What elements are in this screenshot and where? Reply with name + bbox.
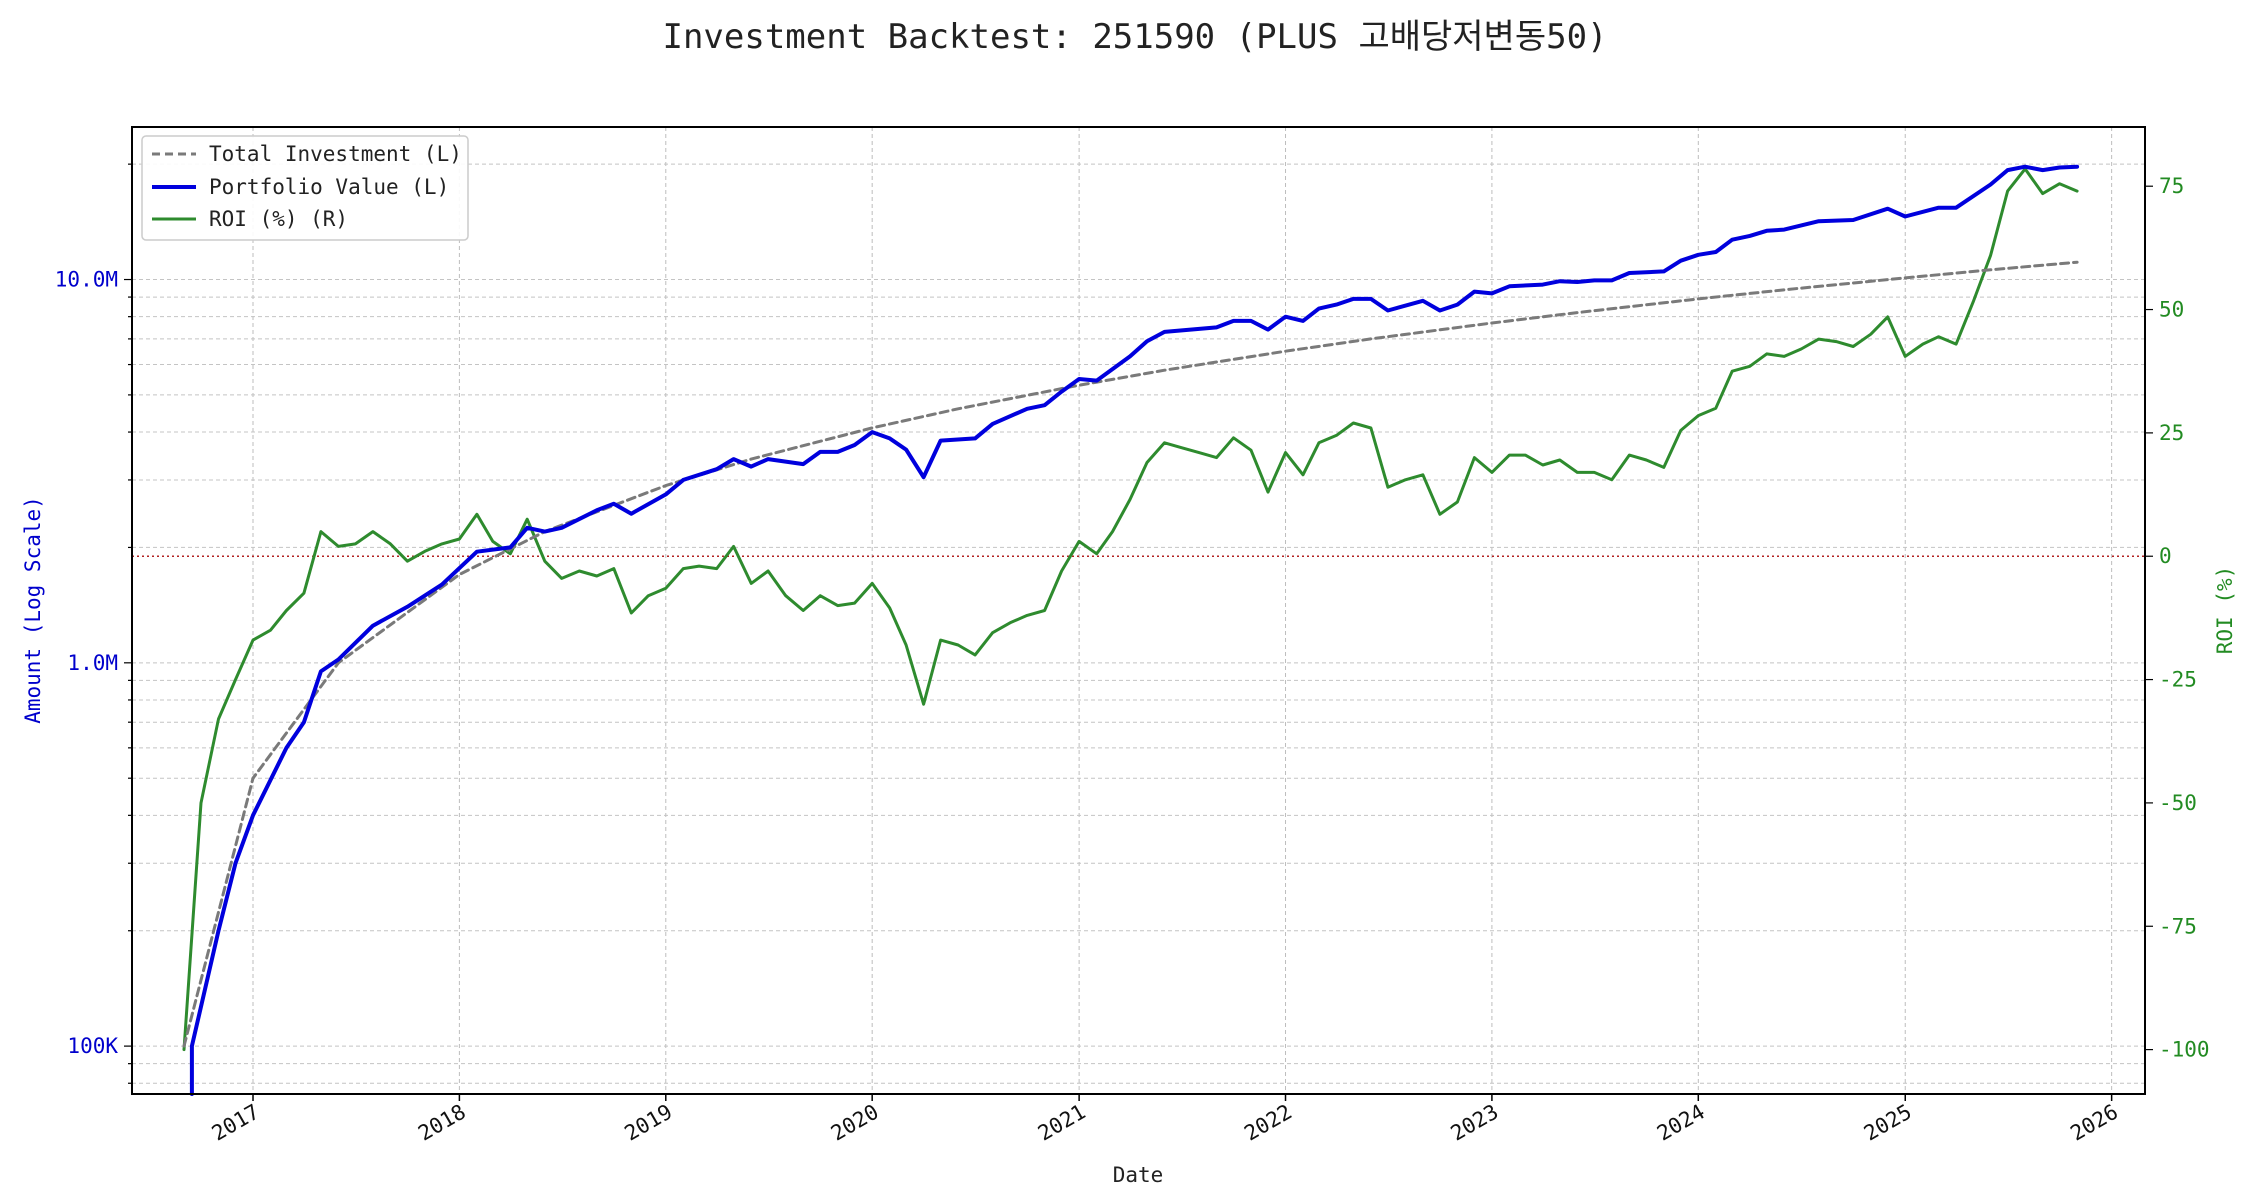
y-right-tick-label: -50: [2159, 791, 2197, 815]
y-right-tick-label: 0: [2159, 544, 2172, 568]
x-tick-label: 2020: [827, 1100, 883, 1146]
x-tick-label: 2021: [1034, 1100, 1090, 1146]
y-left-axis-label: Amount (Log Scale): [21, 496, 45, 724]
y-right-tick-label: 75: [2159, 174, 2184, 198]
plot-frame: [131, 126, 2146, 1095]
legend-box: [141, 135, 469, 241]
grid: [132, 127, 2145, 1094]
x-tick-label: 2024: [1653, 1100, 1709, 1146]
y-right-axis-label: ROI (%): [2213, 566, 2237, 655]
y-right-tick-label: -75: [2159, 914, 2197, 938]
axes: 2017 2018 2019 2020 2021 2022 2023 2024 2025 2026…: [55, 163, 2210, 1146]
x-tick-label: 2019: [620, 1100, 676, 1146]
x-tick-label: 2025: [1860, 1100, 1916, 1146]
y-right-tick-label: -100: [2159, 1038, 2210, 1062]
series-layer: [132, 164, 2145, 1096]
roi-line: [182, 167, 2079, 1052]
chart-title: Investment Backtest: 251590 (PLUS 고배당저변동…: [662, 17, 1607, 57]
x-tick-label: 2022: [1240, 1100, 1296, 1146]
y-left-tick-label: 10.0M: [55, 268, 118, 292]
x-tick-label: 2017: [208, 1100, 264, 1146]
x-axis-label: Date: [1113, 1163, 1164, 1187]
legend: Total Investment (L) Portfolio Value (L)…: [141, 135, 469, 241]
x-tick-label: 2018: [414, 1100, 470, 1146]
portfolio-value-line: [189, 164, 2080, 1096]
y-right-tick-label: 25: [2159, 421, 2184, 445]
y-right-tick-label: 50: [2159, 298, 2184, 322]
legend-label-portfolio: Portfolio Value (L): [209, 175, 449, 199]
y-left-tick-label: 1.0M: [67, 651, 118, 675]
x-tick-label: 2026: [2066, 1100, 2122, 1146]
x-tick-label: 2023: [1447, 1100, 1503, 1146]
y-right-tick-label: -25: [2159, 668, 2197, 692]
y-left-tick-label: 100K: [67, 1034, 118, 1058]
total-investment-line: [182, 260, 2079, 1048]
legend-label-roi: ROI (%) (R): [209, 207, 348, 231]
legend-label-total-investment: Total Investment (L): [209, 142, 462, 166]
